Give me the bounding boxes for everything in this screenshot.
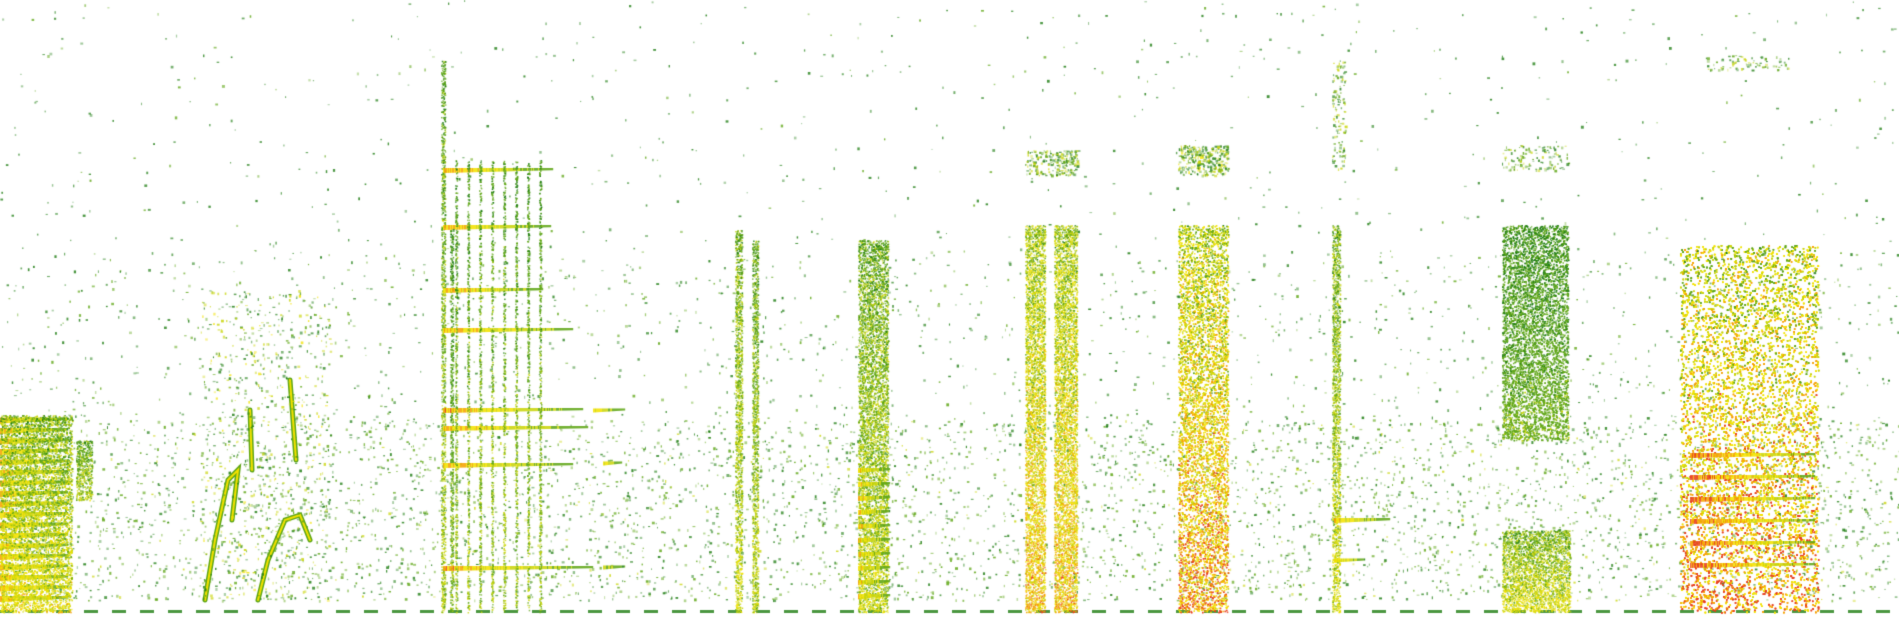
spectrogram-canvas (0, 0, 1899, 625)
spectrogram-figure (0, 0, 1899, 625)
